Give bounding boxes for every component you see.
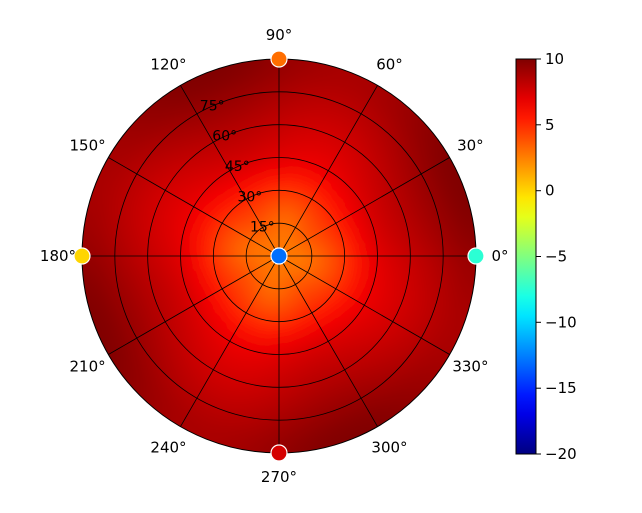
heat-cell — [115, 107, 144, 136]
heat-cell — [405, 85, 435, 115]
heat-cell — [465, 262, 476, 292]
heat-cell — [399, 92, 429, 121]
heat-cell — [140, 411, 171, 441]
plot-area: 0° 30° 60° 90° 120° 150° 180° 210° 240° 270° 300° 3… — [40, 26, 509, 486]
angular-gridline — [278, 255, 450, 355]
radial-tick-label: 75° — [200, 98, 225, 114]
heat-cell — [456, 303, 476, 333]
heat-cell — [473, 219, 476, 249]
heat-cell — [82, 285, 89, 315]
colorbar-tick-label: −5 — [545, 248, 567, 266]
heat-cell — [427, 123, 457, 152]
heat-cell — [82, 220, 93, 250]
angular-tick-label: 120° — [150, 56, 186, 74]
heat-cell — [420, 100, 450, 130]
heat-cell — [414, 376, 444, 406]
heat-cell — [285, 59, 315, 71]
heat-cell — [220, 59, 250, 66]
heat-cell — [414, 107, 444, 136]
heat-cell — [461, 283, 476, 313]
heat-cell — [115, 376, 144, 406]
angular-gridline — [180, 255, 280, 427]
heat-cell — [326, 59, 356, 79]
heat-cell — [243, 442, 273, 453]
heat-cell — [469, 285, 476, 315]
heat-cell — [82, 199, 97, 229]
angular-tick-label: 0° — [491, 247, 508, 265]
heat-cell — [108, 382, 138, 412]
angular-gridline — [278, 255, 378, 427]
heat-cell — [308, 446, 338, 453]
colorbar-tick-label: −10 — [545, 313, 577, 331]
colorbar-tick-label: 0 — [545, 182, 555, 200]
colorbar-tick-label: 10 — [545, 50, 564, 68]
angular-gridline — [278, 157, 450, 257]
angular-tick-label: 90° — [266, 26, 293, 44]
heat-cell — [130, 391, 159, 421]
heat-cell — [82, 219, 85, 249]
heat-cell — [405, 397, 435, 427]
data-marker — [270, 444, 288, 462]
heat-cell — [308, 59, 338, 66]
heat-cell — [146, 78, 175, 108]
radial-tick-label: 15° — [250, 220, 275, 236]
angular-tick-label: 60° — [376, 56, 403, 74]
radial-tick-label: 45° — [225, 159, 250, 175]
radial-tick-label: 30° — [237, 189, 262, 205]
data-marker — [270, 247, 288, 265]
angular-tick-labels: 0° 30° 60° 90° 120° 150° 180° 210° 240° 270° 300° 3… — [40, 26, 509, 486]
heat-cell — [420, 382, 450, 412]
colorbar-tick-label: −15 — [545, 379, 577, 397]
angular-tick-label: 300° — [371, 438, 407, 456]
data-marker — [73, 247, 91, 265]
heatmap-field — [82, 59, 476, 453]
data-marker — [270, 50, 288, 68]
angular-tick-label: 270° — [261, 468, 297, 486]
colorbar-gradient — [515, 58, 537, 455]
heat-cell — [399, 391, 429, 421]
heat-cell — [82, 179, 102, 209]
heat-cell — [82, 197, 89, 227]
angular-tick-label: 210° — [70, 358, 106, 376]
colorbar: 10 5 0 −5 −10 −15 −20 — [515, 50, 577, 463]
colorbar-ticks: 10 5 0 −5 −10 −15 −20 — [536, 50, 577, 463]
heat-cell — [130, 92, 159, 121]
heat-cell — [202, 433, 232, 453]
heat-cell — [387, 71, 418, 101]
heat-cell — [220, 446, 250, 453]
heat-cell — [123, 85, 153, 115]
radial-tick-labels: 15° 30° 45° 60° 75° — [200, 98, 275, 235]
heat-cell — [108, 100, 138, 130]
heat-cell — [140, 71, 171, 101]
angular-tick-label: 150° — [70, 137, 106, 155]
heat-cell — [383, 404, 412, 434]
angular-tick-label: 240° — [150, 438, 186, 456]
angular-tick-label: 30° — [457, 137, 484, 155]
heat-cell — [473, 263, 476, 293]
angular-tick-label: 180° — [40, 247, 76, 265]
markers — [73, 50, 485, 462]
heat-cell — [469, 197, 476, 227]
heat-cell — [222, 438, 252, 453]
angular-gridline — [180, 85, 280, 257]
angular-gridline — [278, 85, 378, 257]
heat-cell — [387, 411, 418, 441]
heat-cell — [123, 397, 153, 427]
angular-tick-label: 330° — [452, 358, 488, 376]
angular-gridline — [108, 255, 280, 355]
data-marker — [467, 247, 485, 265]
heat-cell — [101, 360, 131, 389]
heat-cell — [82, 263, 85, 293]
colorbar-tick-label: −20 — [545, 445, 577, 463]
colorbar-tick-label: 5 — [545, 116, 555, 134]
angular-gridline — [108, 157, 280, 257]
heat-cell — [306, 59, 336, 74]
radial-tick-label: 60° — [212, 129, 237, 145]
